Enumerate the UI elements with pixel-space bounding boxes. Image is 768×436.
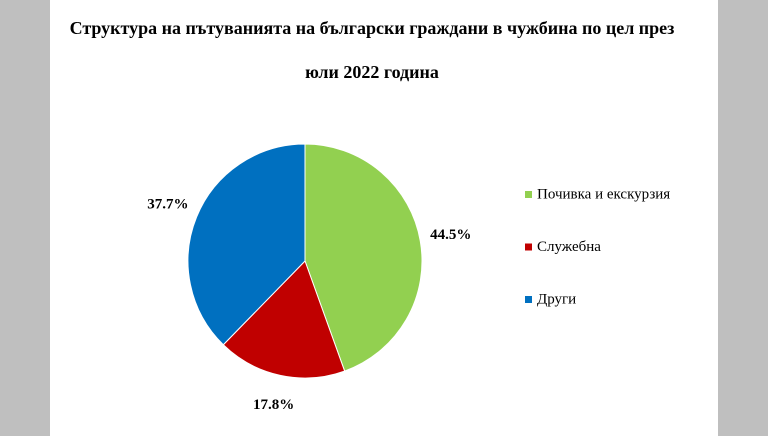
side-bar	[0, 0, 50, 436]
data-label: 17.8%	[253, 397, 294, 413]
data-label: 44.5%	[430, 227, 471, 243]
pie-slice	[222, 260, 346, 379]
legend-swatch	[525, 296, 532, 303]
pie-slice	[187, 143, 306, 346]
legend-label: Други	[537, 291, 576, 307]
chart-title: Структура на пътуванията на български гр…	[69, 18, 675, 82]
legend-label: Служебна	[537, 239, 601, 255]
data-label: 37.7%	[147, 197, 188, 213]
side-bar	[718, 0, 768, 436]
legend-label: Почивка и екскурзия	[537, 186, 670, 202]
legend-swatch	[525, 191, 532, 198]
legend-swatch	[525, 243, 532, 251]
pie-slice	[304, 143, 423, 372]
